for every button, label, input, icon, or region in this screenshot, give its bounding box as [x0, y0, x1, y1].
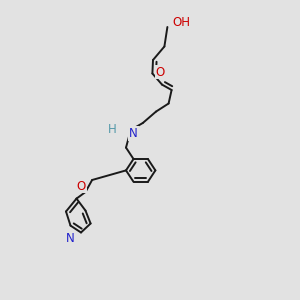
Text: O: O — [76, 179, 85, 193]
Text: N: N — [66, 232, 75, 245]
Text: O: O — [156, 65, 165, 79]
Text: N: N — [129, 127, 138, 140]
Text: H: H — [108, 122, 117, 136]
Text: OH: OH — [172, 16, 190, 29]
